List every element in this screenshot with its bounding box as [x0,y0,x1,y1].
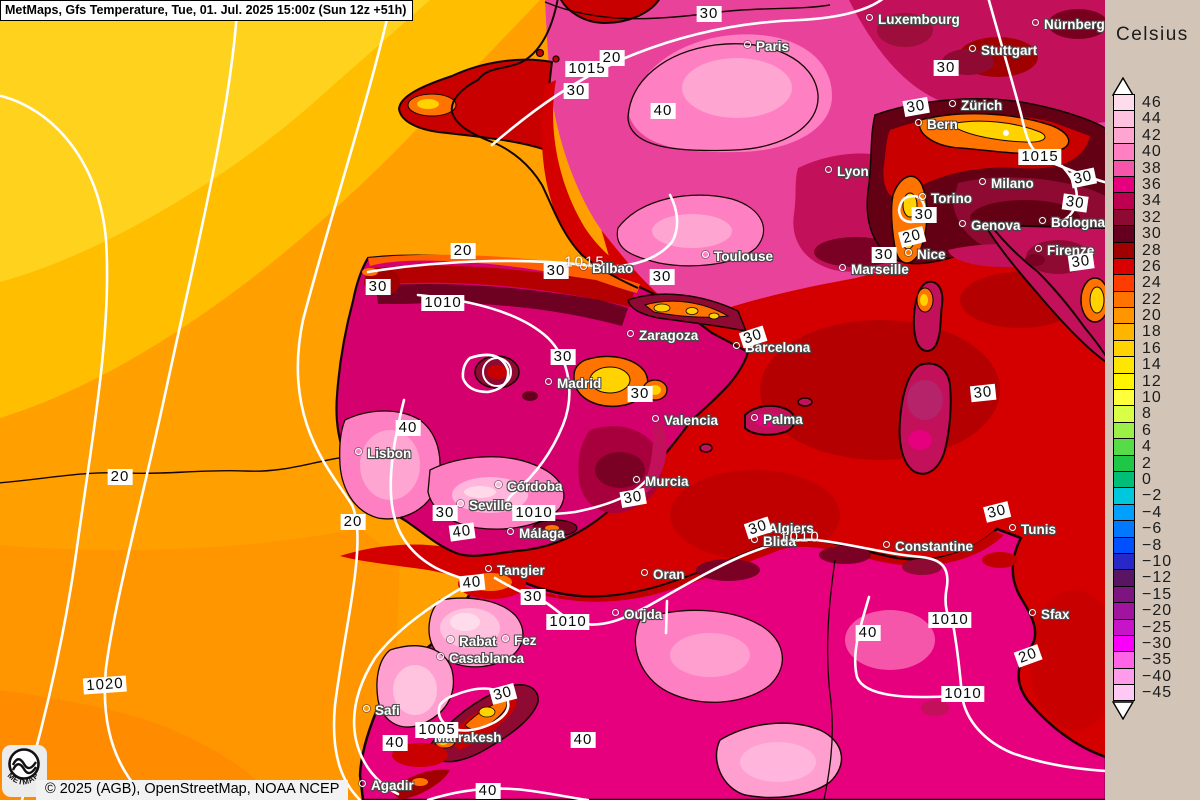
legend-tick-label: −30 [1142,634,1173,652]
legend-tick-label: 36 [1142,175,1162,193]
legend-swatch [1113,372,1135,391]
legend-swatch [1113,552,1135,571]
legend-tick-label: −2 [1142,487,1163,505]
legend-swatch [1113,667,1135,686]
legend-title: Celsius [1116,24,1189,45]
legend-swatch [1113,470,1135,489]
legend-swatch [1113,405,1135,423]
legend-tick-label: 28 [1142,241,1162,259]
attribution-text: © 2025 (AGB), OpenStreetMap, NOAA NCEP [45,781,340,797]
legend-tick-label: 0 [1142,470,1152,488]
coastlines-contours [450,0,1105,357]
map-canvas [0,0,1105,800]
legend-tick-label: 2 [1142,454,1152,472]
legend-swatch [1113,684,1135,702]
legend-tick-label: 42 [1142,126,1162,144]
legend-swatch [1113,634,1135,653]
legend-tick-label: 30 [1142,225,1162,243]
ocean-yellow [0,0,430,282]
legend-swatch [1113,175,1135,194]
legend-swatch [1113,307,1135,325]
legend-tick-label: −40 [1142,667,1173,685]
legend-tick-label: 6 [1142,421,1152,439]
legend-tick-label: 40 [1142,143,1162,161]
legend-swatch [1113,618,1135,636]
legend-swatch [1113,192,1135,210]
legend-tick-label: 24 [1142,274,1162,292]
legend-tick-label: 12 [1142,372,1162,390]
temperature-map-svg [0,0,1105,800]
legend-swatch [1113,438,1135,456]
legend-tick-label: 4 [1142,438,1152,456]
legend-tick-label: −12 [1142,569,1173,587]
legend-swatch [1113,585,1135,604]
legend-swatch [1113,159,1135,177]
legend-tick-label: −25 [1142,618,1173,636]
legend-tick-label: 32 [1142,208,1162,226]
legend-swatch [1113,602,1135,620]
legend-tick-label: 16 [1142,339,1162,357]
legend-tick-label: 22 [1142,290,1162,308]
legend-swatch [1113,356,1135,374]
legend-swatch [1113,421,1135,440]
legend-swatch [1113,520,1135,538]
legend-swatch [1113,651,1135,669]
north-africa-region [358,527,1105,800]
legend-swatch [1113,454,1135,472]
legend-tick-label: 14 [1142,356,1162,374]
legend-tick-label: 20 [1142,307,1162,325]
legend-tick-label: 44 [1142,110,1162,128]
temperature-legend: Celsius 46 44 42 40 38 36 34 32 30 28 26 24 22 20 18 16… [1105,0,1200,800]
legend-swatch [1113,503,1135,522]
ocean-southwest [0,690,276,800]
legend-swatch [1113,389,1135,407]
isotherm-20-atlantic [0,448,381,484]
legend-tick-label: −35 [1142,651,1173,669]
legend-tick-label: −15 [1142,585,1173,603]
legend-swatch [1113,536,1135,554]
legend-tick-label: −8 [1142,536,1163,554]
legend-swatch [1113,257,1135,276]
metmaps-logo-icon: METMAPS [0,738,40,787]
legend-tick-label: 46 [1142,94,1162,111]
islands [699,280,952,475]
legend-tick-label: 34 [1142,192,1162,210]
legend-tick-label: −6 [1142,520,1163,538]
legend-swatch [1113,290,1135,309]
attribution-bar: © 2025 (AGB), OpenStreetMap, NOAA NCEP [36,780,349,800]
legend-tick-label: 18 [1142,323,1162,341]
legend-swatch [1113,208,1135,227]
legend-swatch [1113,339,1135,358]
legend-swatch [1113,110,1135,128]
ibiza-island [699,443,713,453]
legend-tick-label: −10 [1142,552,1173,570]
legend-swatch [1113,225,1135,243]
legend-tick-label: −4 [1142,503,1163,521]
legend-tick-label: 8 [1142,405,1152,423]
legend-swatch [1113,94,1135,112]
legend-tick-label: −45 [1142,684,1173,702]
legend-tick-label: −20 [1142,602,1173,620]
legend-swatch [1113,487,1135,505]
title-bar: MetMaps, Gfs Temperature, Tue, 01. Jul. … [0,0,414,21]
legend-tick-label: 26 [1142,257,1162,275]
legend-color-bar [1113,94,1135,702]
legend-swatch [1113,323,1135,341]
legend-swatch [1113,126,1135,145]
legend-swatch [1113,569,1135,587]
map-title: MetMaps, Gfs Temperature, Tue, 01. Jul. … [5,3,407,17]
legend-swatch [1113,241,1135,259]
legend-tick-label: 38 [1142,159,1162,177]
legend-swatch [1113,143,1135,161]
legend-swatch [1113,274,1135,292]
legend-labels: 46 44 42 40 38 36 34 32 30 28 26 24 22 20 18 16 14 12 10 8 6… [1142,94,1173,702]
legend-arrow-bottom-icon [1112,701,1135,720]
menorca-island [797,397,813,407]
legend-tick-label: 10 [1142,389,1162,407]
